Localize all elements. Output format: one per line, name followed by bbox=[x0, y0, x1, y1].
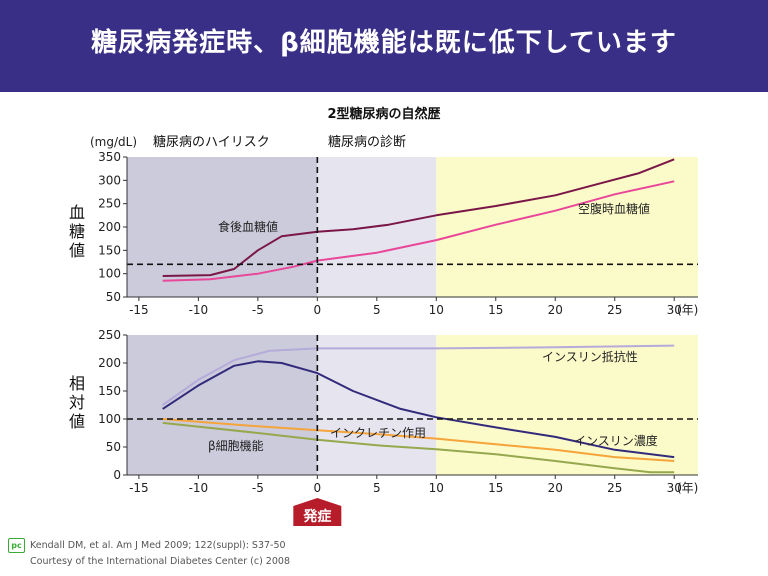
glucose-y-tick-label: 300 bbox=[98, 173, 121, 187]
series-label-fasting: 空腹時血糖値 bbox=[578, 201, 650, 216]
title-banner: 糖尿病発症時、β細胞機能は既に低下しています bbox=[0, 0, 768, 92]
glucose-y-label-char: 糖 bbox=[69, 222, 85, 241]
glucose-region-high-risk bbox=[127, 157, 318, 297]
relative-series-2-line bbox=[162, 418, 675, 462]
glucose-series-1-line bbox=[162, 180, 675, 282]
relative-series-3-line bbox=[162, 421, 675, 474]
glucose-x-tick-label: -10 bbox=[189, 303, 209, 317]
phase-label-diagnosis: 糖尿病の診断 bbox=[328, 134, 406, 150]
glucose-y-label-char: 血 bbox=[69, 203, 85, 222]
glucose-y-tick-label: 150 bbox=[98, 243, 121, 257]
relative-y-tick-label: 150 bbox=[98, 384, 121, 398]
glucose-unit-label: (mg/dL) bbox=[90, 135, 137, 149]
relative-y-tick-label: 200 bbox=[98, 356, 121, 370]
glucose-y-label-char: 値 bbox=[69, 241, 85, 260]
glucose-series-0-line bbox=[162, 158, 675, 277]
glucose-region-progression bbox=[436, 157, 698, 297]
relative-x-unit: (年) bbox=[677, 481, 698, 495]
relative-x-tick-label: 30 bbox=[667, 481, 682, 495]
slide-title: 糖尿病発症時、β細胞機能は既に低下しています bbox=[91, 28, 677, 58]
relative-region-high-risk bbox=[127, 335, 318, 475]
glucose-y-tick-label: 350 bbox=[98, 150, 121, 164]
relative-series-0-line bbox=[162, 344, 675, 406]
relative-x-tick-label: -15 bbox=[129, 481, 149, 495]
phase-label-high-risk: 糖尿病のハイリスク bbox=[153, 134, 270, 150]
relative-x-tick-label: -10 bbox=[189, 481, 209, 495]
relative-y-tick-label: 250 bbox=[98, 328, 121, 342]
relative-y-tick-label: 100 bbox=[98, 412, 121, 426]
glucose-x-tick-label: 30 bbox=[667, 303, 682, 317]
relative-series-1-line bbox=[162, 360, 675, 459]
pc-logo-icon: pc bbox=[8, 538, 25, 553]
relative-x-tick-label: -5 bbox=[252, 481, 264, 495]
series-label-insulin-level: インスリン濃度 bbox=[574, 433, 658, 448]
chart-title: 2型糖尿病の自然歴 bbox=[327, 106, 440, 122]
glucose-x-tick-label: 15 bbox=[488, 303, 503, 317]
glucose-x-tick-label: 0 bbox=[314, 303, 322, 317]
glucose-x-unit: (年) bbox=[677, 303, 698, 317]
glucose-y-tick-label: 100 bbox=[98, 267, 121, 281]
citation-text: Kendall DM, et al. Am J Med 2009; 122(su… bbox=[30, 540, 286, 551]
relative-x-tick-label: 20 bbox=[548, 481, 563, 495]
relative-y-label-char: 値 bbox=[69, 412, 85, 431]
relative-region-diagnosis bbox=[317, 335, 437, 475]
glucose-x-tick-label: 10 bbox=[429, 303, 444, 317]
relative-x-tick-label: 10 bbox=[429, 481, 444, 495]
series-label-postprandial: 食後血糖値 bbox=[218, 219, 278, 234]
relative-y-label-char: 対 bbox=[69, 393, 85, 412]
glucose-y-tick-label: 50 bbox=[106, 290, 121, 304]
glucose-x-tick-label: 25 bbox=[607, 303, 622, 317]
relative-x-tick-label: 0 bbox=[314, 481, 322, 495]
relative-x-tick-label: 25 bbox=[607, 481, 622, 495]
glucose-y-tick-label: 250 bbox=[98, 197, 121, 211]
relative-y-label-char: 相 bbox=[69, 374, 85, 393]
glucose-x-tick-label: -15 bbox=[129, 303, 149, 317]
relative-y-tick-label: 50 bbox=[106, 440, 121, 454]
onset-label: 発症 bbox=[302, 508, 331, 525]
glucose-y-tick-label: 200 bbox=[98, 220, 121, 234]
glucose-x-tick-label: 20 bbox=[548, 303, 563, 317]
series-label-incretin: インクレチン作用 bbox=[330, 426, 426, 440]
relative-x-tick-label: 5 bbox=[373, 481, 381, 495]
glucose-x-tick-label: -5 bbox=[252, 303, 264, 317]
series-label-insulin-resistance: インスリン抵抗性 bbox=[542, 349, 638, 364]
onset-badge bbox=[293, 498, 342, 526]
relative-x-tick-label: 15 bbox=[488, 481, 503, 495]
series-label-beta-cell: β細胞機能 bbox=[208, 438, 264, 453]
glucose-x-tick-label: 5 bbox=[373, 303, 381, 317]
relative-y-tick-label: 0 bbox=[113, 468, 121, 482]
courtesy-text: Courtesy of the International Diabetes C… bbox=[30, 556, 290, 567]
